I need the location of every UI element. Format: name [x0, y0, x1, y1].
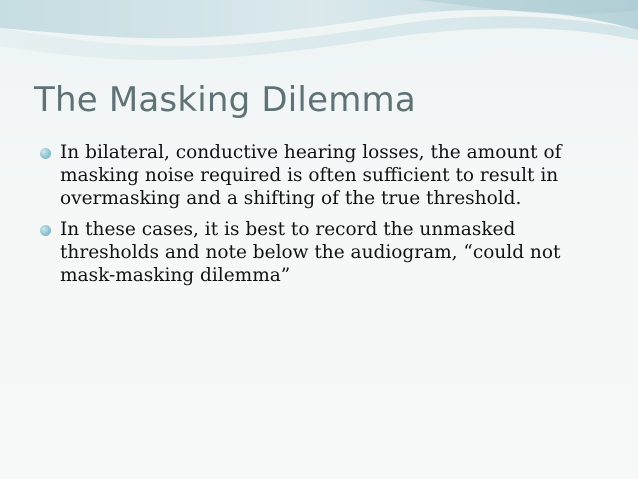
- bullet-item: In these cases, it is best to record the…: [40, 218, 600, 287]
- bullet-list: In bilateral, conductive hearing losses,…: [40, 141, 600, 295]
- header-wave-decoration: [0, 0, 638, 76]
- bullet-text: In these cases, it is best to record the…: [60, 219, 561, 286]
- bullet-item: In bilateral, conductive hearing losses,…: [40, 141, 600, 210]
- bullet-text: In bilateral, conductive hearing losses,…: [60, 142, 562, 209]
- slide-title: The Masking Dilemma: [34, 80, 416, 120]
- bullet-circle-icon: [40, 148, 51, 159]
- bullet-circle-icon: [40, 225, 51, 236]
